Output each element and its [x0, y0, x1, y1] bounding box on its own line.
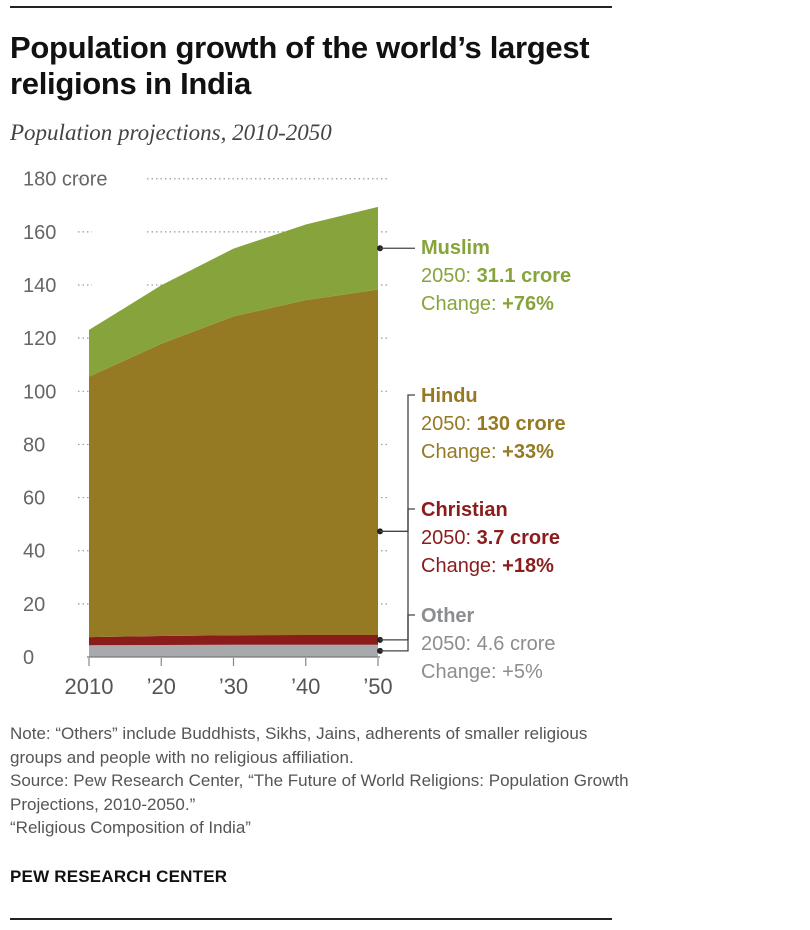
source-text: Source: Pew Research Center, “The Future…	[10, 771, 629, 814]
label-name-christian: Christian	[421, 499, 508, 521]
y-tick-label: 80	[23, 434, 45, 456]
label-change-other: Change: +5%	[421, 661, 543, 683]
y-tick-label: 160	[23, 222, 56, 244]
x-tick-label: 2010	[65, 674, 114, 699]
chart-subtitle: Population projections, 2010-2050	[10, 120, 332, 145]
x-tick-label: ’30	[219, 674, 248, 699]
label-name-muslim: Muslim	[421, 237, 490, 259]
y-tick-label: 120	[23, 328, 56, 350]
note-text: Note: “Others” include Buddhists, Sikhs,…	[10, 724, 588, 767]
brand-footer: PEW RESEARCH CENTER	[10, 867, 228, 886]
leader-line-christian	[380, 508, 415, 641]
y-tick-label: 20	[23, 594, 45, 616]
source-text-2: “Religious Composition of India”	[10, 818, 251, 837]
y-tick-label: 100	[23, 381, 56, 403]
y-tick-label: 180 crore	[23, 169, 108, 191]
notes-block: Note: “Others” include Buddhists, Sikhs,…	[10, 722, 630, 840]
chart-title: Population growth of the world’s largest…	[10, 30, 590, 101]
label-change-christian: Change: +18%	[421, 555, 554, 577]
y-tick-label: 0	[23, 647, 34, 669]
x-tick-label: ’40	[291, 674, 320, 699]
area-christian	[89, 634, 378, 646]
label-2050-hindu: 2050: 130 crore	[421, 413, 566, 435]
label-2050-muslim: 2050: 31.1 crore	[421, 265, 571, 287]
label-change-hindu: Change: +33%	[421, 441, 554, 463]
area-other	[89, 644, 378, 657]
label-name-other: Other	[421, 605, 475, 627]
label-name-hindu: Hindu	[421, 385, 478, 407]
label-change-muslim: Change: +76%	[421, 293, 554, 315]
y-tick-label: 40	[23, 541, 45, 563]
y-tick-label: 60	[23, 488, 45, 510]
top-rule	[10, 6, 612, 8]
label-2050-other: 2050: 4.6 crore	[421, 633, 556, 655]
leader-line-other	[380, 614, 415, 652]
area-muslim	[89, 206, 378, 377]
label-2050-christian: 2050: 3.7 crore	[421, 527, 560, 549]
x-tick-label: ’20	[147, 674, 176, 699]
bottom-rule	[10, 918, 612, 920]
x-tick-label: ’50	[363, 674, 392, 699]
leader-line-hindu	[380, 394, 415, 532]
stacked-area-chart: 0 20 40 60 80 100 120 140 160 180 crore 2010 ’20 ’30…	[23, 169, 571, 699]
area-hindu	[89, 289, 378, 638]
y-tick-label: 140	[23, 275, 56, 297]
